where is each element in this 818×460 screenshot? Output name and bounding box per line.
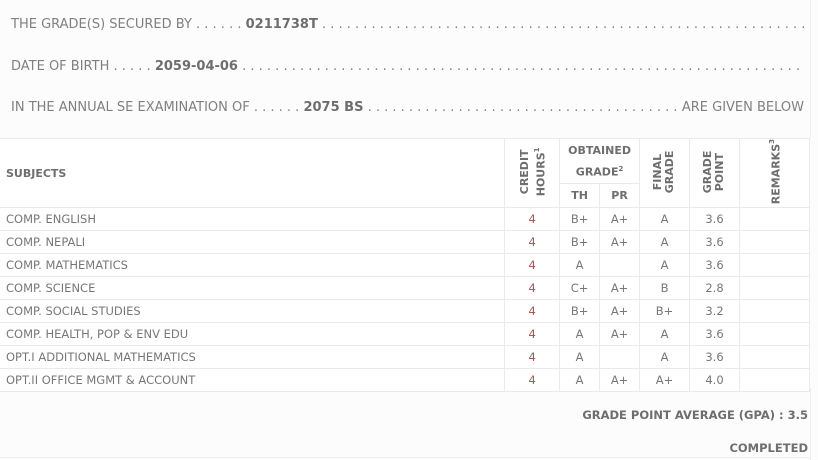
subject-cell: COMP. NEPALI: [0, 230, 506, 255]
final-grade-cell: A: [639, 253, 691, 278]
th-grade-cell: B+: [559, 230, 601, 255]
exam-line: IN THE ANNUAL SE EXAMINATION OF . . . . …: [11, 100, 804, 115]
header-obtained-grade: OBTAINED GRADE2: [559, 137, 641, 185]
th-grade-cell: C+: [559, 276, 601, 301]
table-row: OPT.I ADDITIONAL MATHEMATICS 4 A A 3.6: [0, 345, 810, 370]
remarks-cell: [739, 230, 810, 255]
divider: [810, 388, 811, 460]
secured-by-line: THE GRADE(S) SECURED BY . . . . . . 0211…: [11, 17, 804, 32]
header-subjects: SUBJECTS: [0, 137, 506, 209]
credit-cell: 4: [504, 230, 561, 255]
final-grade-cell: A: [639, 322, 691, 347]
student-info: THE GRADE(S) SECURED BY . . . . . . 0211…: [0, 0, 811, 138]
pr-grade-cell: A+: [599, 368, 641, 393]
credit-cell: 4: [504, 322, 561, 347]
th-grade-cell: B+: [559, 299, 601, 324]
table-row: COMP. NEPALI 4 B+ A+ A 3.6: [0, 230, 810, 255]
table-row: OPT.II OFFICE MGMT & ACCOUNT 4 A A+ A+ 4.0: [0, 368, 810, 393]
header-th: TH: [559, 183, 601, 209]
divider: [0, 457, 810, 458]
final-grade-cell: A: [639, 345, 691, 370]
subject-cell: OPT.I ADDITIONAL MATHEMATICS: [0, 345, 506, 370]
final-grade-cell: A: [639, 207, 691, 232]
gpa: GRADE POINT AVERAGE (GPA) : 3.5: [582, 408, 808, 422]
remarks-cell: [739, 253, 810, 278]
table-row: COMP. HEALTH, POP & ENV EDU 4 A A+ A 3.6: [0, 322, 810, 347]
grade-point-cell: 2.8: [689, 276, 740, 301]
pr-grade-cell: [599, 345, 641, 370]
dots: . . . . . . . . . . . . . . . . . . . . …: [367, 100, 678, 115]
remarks-cell: [739, 345, 810, 370]
grade-point-cell: 3.6: [689, 322, 740, 347]
grade-point-cell: 3.6: [689, 230, 740, 255]
subject-cell: OPT.II OFFICE MGMT & ACCOUNT: [0, 368, 506, 393]
dots: . . . . . . . . . . . . . . . . . . . . …: [321, 17, 804, 32]
remarks-cell: [739, 299, 810, 324]
final-grade-cell: A+: [639, 368, 691, 393]
grade-point-cell: 3.2: [689, 299, 740, 324]
header-remarks: REMARKS3: [739, 137, 810, 209]
remarks-cell: [739, 368, 810, 393]
exam-year: 2075 BS: [303, 100, 364, 115]
dob-line: DATE OF BIRTH . . . . . 2059-04-06 . . .…: [11, 59, 804, 74]
credit-cell: 4: [504, 299, 561, 324]
th-grade-cell: A: [559, 345, 601, 370]
secured-by-label: THE GRADE(S) SECURED BY . . . . . .: [11, 17, 242, 32]
subject-cell: COMP. MATHEMATICS: [0, 253, 506, 278]
dob-value: 2059-04-06: [154, 59, 238, 74]
header-final-grade: FINAL GRADE: [639, 137, 691, 209]
th-grade-cell: A: [559, 322, 601, 347]
pr-grade-cell: A+: [599, 299, 641, 324]
dots: . . . . . . . . . . . . . . . . . . . . …: [242, 59, 804, 74]
final-grade-cell: A: [639, 230, 691, 255]
credit-cell: 4: [504, 207, 561, 232]
final-grade-cell: B: [639, 276, 691, 301]
th-grade-cell: B+: [559, 207, 601, 232]
pr-grade-cell: [599, 253, 641, 278]
pr-grade-cell: A+: [599, 322, 641, 347]
pr-grade-cell: A+: [599, 207, 641, 232]
grade-point-cell: 3.6: [689, 207, 740, 232]
table-row: COMP. ENGLISH 4 B+ A+ A 3.6: [0, 207, 810, 232]
dob-label: DATE OF BIRTH . . . . .: [11, 59, 151, 74]
grade-point-cell: 3.6: [689, 345, 740, 370]
subject-cell: COMP. HEALTH, POP & ENV EDU: [0, 322, 506, 347]
th-grade-cell: A: [559, 253, 601, 278]
grade-point-cell: 4.0: [689, 368, 740, 393]
credit-cell: 4: [504, 253, 561, 278]
final-grade-cell: B+: [639, 299, 691, 324]
grades-table: SUBJECTS CREDIT HOURS1 OBTAINED GRADE2 F…: [0, 137, 810, 393]
header-grade-point: GRADE POINT: [689, 137, 740, 209]
credit-cell: 4: [504, 345, 561, 370]
pr-grade-cell: A+: [599, 230, 641, 255]
grade-point-cell: 3.6: [689, 253, 740, 278]
header-pr: PR: [599, 183, 641, 209]
th-grade-cell: A: [559, 368, 601, 393]
subject-cell: COMP. SCIENCE: [0, 276, 506, 301]
header-credit-hours: CREDIT HOURS1: [504, 137, 561, 209]
remarks-cell: [739, 276, 810, 301]
pr-grade-cell: A+: [599, 276, 641, 301]
table-row: COMP. SCIENCE 4 C+ A+ B 2.8: [0, 276, 810, 301]
table-row: COMP. MATHEMATICS 4 A A 3.6: [0, 253, 810, 278]
table-row: COMP. SOCIAL STUDIES 4 B+ A+ B+ 3.2: [0, 299, 810, 324]
remarks-cell: [739, 207, 810, 232]
symbol-number: 0211738T: [245, 17, 318, 32]
result-status: COMPLETED: [729, 441, 808, 455]
subject-cell: COMP. SOCIAL STUDIES: [0, 299, 506, 324]
credit-cell: 4: [504, 368, 561, 393]
remarks-cell: [739, 322, 810, 347]
subject-cell: COMP. ENGLISH: [0, 207, 506, 232]
given-below-label: ARE GIVEN BELOW: [681, 100, 804, 115]
exam-label: IN THE ANNUAL SE EXAMINATION OF . . . . …: [11, 100, 300, 115]
credit-cell: 4: [504, 276, 561, 301]
